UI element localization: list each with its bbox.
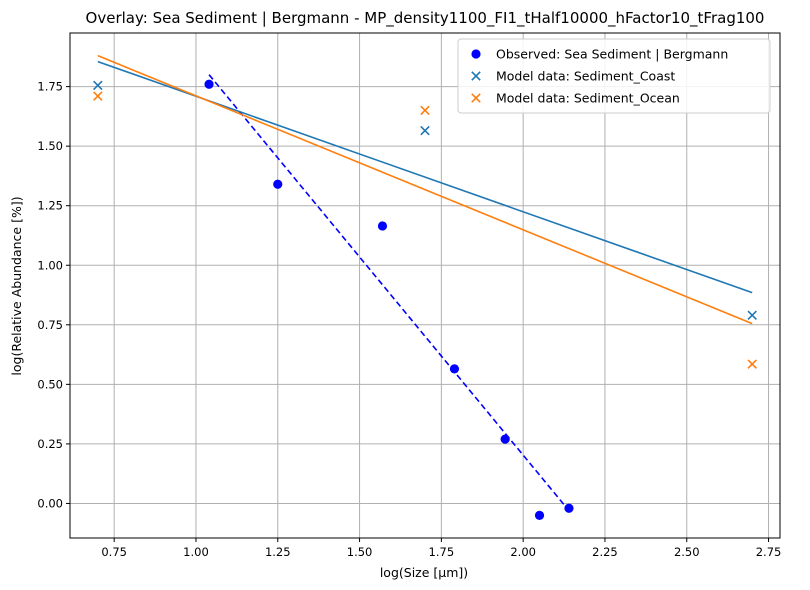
data-point [420, 125, 430, 136]
y-tick-label: 0.25 [37, 437, 63, 451]
grid [70, 33, 780, 538]
plot-series [93, 54, 757, 520]
x-tick-label: 2.50 [674, 545, 700, 559]
legend-entry-label: Model data: Sediment_Coast [496, 69, 675, 84]
x-marker-stroke [420, 125, 430, 136]
fit-line [97, 54, 753, 325]
x-tick-label: 2.00 [510, 545, 536, 559]
fit-line [208, 74, 570, 512]
x-tick-label: 1.00 [183, 545, 209, 559]
y-axis-ticks: 0.00 0.25 0.50 0.75 1.00 1.25 1.50 1.75 [37, 80, 70, 510]
data-point [204, 79, 214, 89]
y-tick-label: 0.50 [37, 377, 63, 391]
legend-box [457, 38, 771, 114]
y-tick-label: 1.00 [37, 258, 63, 272]
y-tick-label: 1.75 [37, 80, 63, 94]
data-point [564, 503, 574, 513]
y-tick-label: 1.50 [37, 139, 63, 153]
chart-title: Overlay: Sea Sediment | Bergmann - MP_de… [86, 9, 765, 28]
data-point [747, 310, 757, 321]
x-tick-label: 2.25 [592, 545, 618, 559]
x-marker-stroke [93, 80, 103, 91]
x-marker-stroke [471, 93, 481, 103]
data-point [747, 359, 757, 369]
data-point [449, 364, 460, 374]
data-point [377, 221, 388, 231]
x-tick-label: 1.75 [429, 545, 455, 559]
x-axis-ticks: 0.75 1.00 1.25 1.50 1.75 2.00 2.25 2.50 2.75 [101, 538, 781, 559]
y-axis-label: log(Relative Abundance [%]) [9, 196, 24, 375]
plot-frame [69, 32, 781, 539]
x-tick-label: 1.50 [347, 545, 373, 559]
legend: Observed: Sea Sediment | Bergmann Model d… [457, 38, 771, 114]
y-tick-label: 0.75 [37, 318, 63, 332]
x-marker-stroke [93, 91, 103, 101]
data-point [93, 91, 103, 101]
y-tick-label: 0.00 [37, 496, 63, 510]
x-marker-stroke [747, 359, 757, 369]
data-point [420, 105, 430, 116]
x-axis-label: log(Size [μm]) [380, 565, 468, 580]
data-point [93, 80, 103, 91]
legend-marker [471, 93, 481, 103]
legend-marker [471, 71, 481, 81]
legend-entry-label: Model data: Sediment_Ocean [496, 91, 680, 106]
x-tick-label: 1.25 [265, 545, 291, 559]
legend-entry-label: Observed: Sea Sediment | Bergmann [496, 47, 728, 62]
data-point [534, 510, 545, 520]
x-tick-label: 2.75 [756, 545, 782, 559]
legend-marker [471, 49, 481, 59]
x-marker-stroke [420, 105, 430, 116]
x-marker-stroke [471, 71, 481, 81]
x-tick-label: 0.75 [101, 545, 127, 559]
data-point [273, 179, 283, 189]
data-point [500, 434, 510, 444]
y-tick-label: 1.25 [37, 199, 63, 213]
x-marker-stroke [747, 310, 757, 321]
